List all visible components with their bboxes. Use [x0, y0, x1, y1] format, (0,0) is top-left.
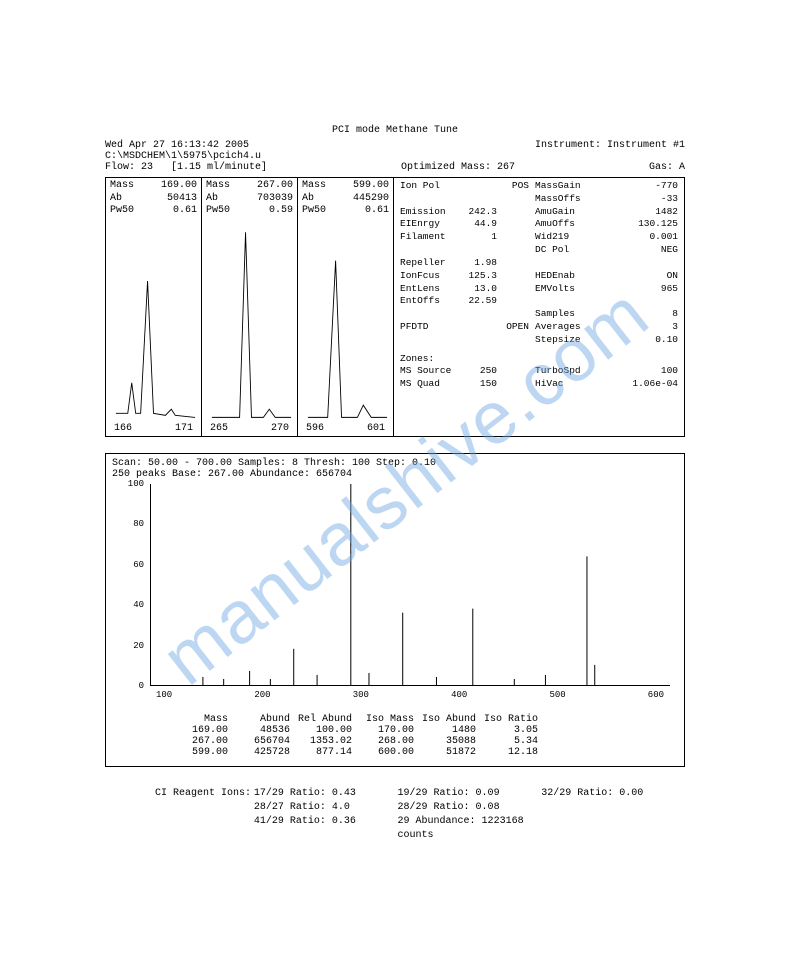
param-row: Stepsize0.10 [400, 334, 678, 347]
spectrum-x-axis: 100200300400500600 [150, 690, 670, 704]
table-header-row: MassAbundRel AbundIso MassIso AbundIso R… [172, 714, 678, 725]
zone-row: MS Quad150HiVac1.06e-04 [400, 378, 678, 391]
report-page: PCI mode Methane Tune Wed Apr 27 16:13:4… [105, 125, 685, 843]
peak-data: Mass599.00Ab445290Pw500.61 [298, 178, 393, 220]
gas: Gas: A [649, 162, 685, 173]
table-row: 267.006567041353.02268.00350885.34 [172, 736, 678, 747]
peak-plot [298, 220, 393, 424]
timestamp: Wed Apr 27 16:13:42 2005 [105, 140, 249, 151]
spectrum-y-axis: 020406080100 [118, 484, 144, 686]
peak-plot [106, 220, 201, 424]
peak-column: Mass169.00Ab50413Pw500.61 166171 [106, 178, 202, 436]
param-row: Repeller1.98 [400, 257, 678, 270]
table-row: 599.00425728877.14600.005187212.18 [172, 747, 678, 758]
file-path: C:\MSDCHEM\1\5975\pcich4.u [105, 151, 685, 162]
spectrum-header-1: Scan: 50.00 - 700.00 Samples: 8 Thresh: … [112, 458, 678, 469]
spectrum-chart: 020406080100 100200300400500600 [112, 484, 678, 704]
header-row-1: Wed Apr 27 16:13:42 2005 Instrument: Ins… [105, 140, 685, 151]
spectrum-plot-area [150, 484, 670, 686]
ci-reagent-block: CI Reagent Ions: 17/29 Ratio: 0.4319/29 … [155, 787, 685, 843]
table-row: 169.0048536100.00170.0014803.05 [172, 725, 678, 736]
peak-axis: 166171 [106, 423, 201, 436]
param-row: EntLens13.0EMVolts965 [400, 283, 678, 296]
peak-axis: 265270 [202, 423, 297, 436]
parameters-column: Ion PolPOSMassGain-770MassOffs-33Emissio… [394, 178, 684, 436]
ci-row: 41/29 Ratio: 0.3629 Abundance: 1223168 c… [155, 815, 685, 843]
flow: Flow: 23 [1.15 ml/minute] [105, 162, 267, 173]
opt-mass: Optimized Mass: 267 [401, 162, 515, 173]
zones-label: Zones: [400, 353, 678, 366]
peak-column: Mass267.00Ab703039Pw500.59 265270 [202, 178, 298, 436]
ci-row: 28/27 Ratio: 4.028/29 Ratio: 0.08 [155, 801, 685, 815]
instrument: Instrument: Instrument #1 [535, 140, 685, 151]
param-row: DC PolNEG [400, 244, 678, 257]
spectrum-header-2: 250 peaks Base: 267.00 Abundance: 656704 [112, 469, 678, 480]
param-row: Samples8 [400, 308, 678, 321]
peak-data: Mass267.00Ab703039Pw500.59 [202, 178, 297, 220]
ci-row: CI Reagent Ions: 17/29 Ratio: 0.4319/29 … [155, 787, 685, 801]
peak-column: Mass599.00Ab445290Pw500.61 596601 [298, 178, 394, 436]
spectrum-panel: Scan: 50.00 - 700.00 Samples: 8 Thresh: … [105, 453, 685, 767]
isotope-table: MassAbundRel AbundIso MassIso AbundIso R… [172, 714, 678, 758]
peak-axis: 596601 [298, 423, 393, 436]
param-row: Filament1Wid2190.001 [400, 231, 678, 244]
param-row: EIEnrgy44.9AmuOffs130.125 [400, 218, 678, 231]
param-row: EntOffs22.59 [400, 295, 678, 308]
report-title: PCI mode Methane Tune [105, 125, 685, 136]
peak-data: Mass169.00Ab50413Pw500.61 [106, 178, 201, 220]
param-row: Emission242.3AmuGain1482 [400, 206, 678, 219]
param-row: MassOffs-33 [400, 193, 678, 206]
param-row: IonFcus125.3HEDEnabON [400, 270, 678, 283]
param-row: PFDTDOPENAverages3 [400, 321, 678, 334]
zone-row: MS Source250TurboSpd100 [400, 365, 678, 378]
header-row-3: Flow: 23 [1.15 ml/minute] Optimized Mass… [105, 162, 685, 173]
peak-plot [202, 220, 297, 424]
param-row: Ion PolPOSMassGain-770 [400, 180, 678, 193]
peaks-panel: Mass169.00Ab50413Pw500.61166171Mass267.0… [105, 177, 685, 437]
